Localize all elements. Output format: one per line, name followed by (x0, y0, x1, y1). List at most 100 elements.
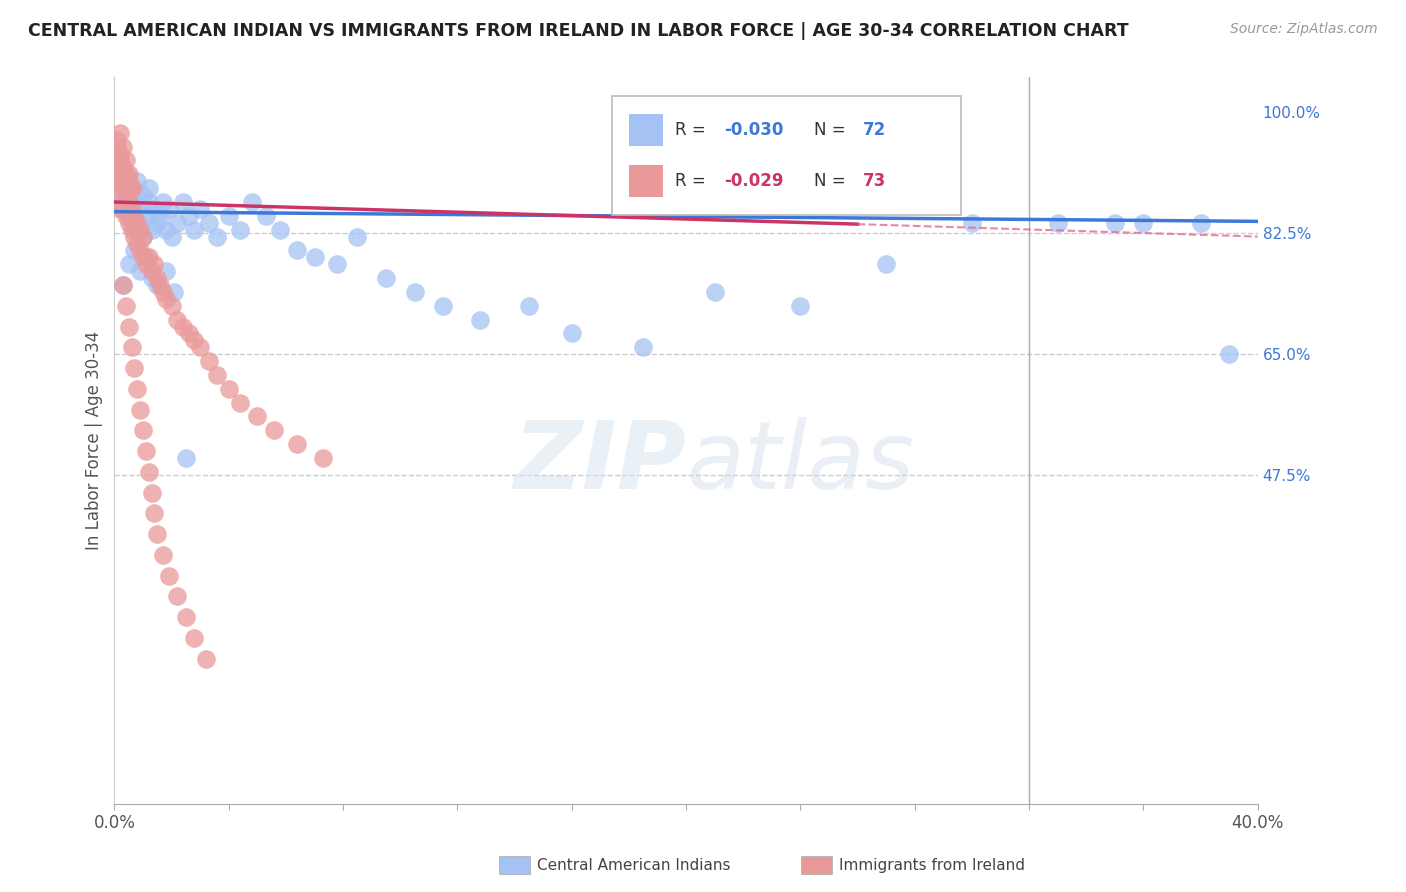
Point (115, 188, 138, 202)
Point (470, 312, 492, 326)
Text: -0.029: -0.029 (724, 172, 783, 190)
Point (115, 167, 138, 181)
Point (240, 194, 263, 209)
Point (285, 244, 308, 258)
Point (135, 251, 157, 265)
Point (375, 271, 398, 285)
Point (121, 181, 143, 195)
Point (132, 188, 155, 202)
Point (118, 167, 141, 181)
Point (127, 236, 149, 251)
Point (127, 216, 149, 230)
Point (138, 465, 160, 479)
Text: N =: N = (814, 121, 851, 139)
Point (115, 153, 138, 168)
Point (111, 161, 134, 175)
Point (124, 244, 146, 258)
Point (121, 222, 143, 236)
Point (121, 340, 143, 354)
Point (132, 423, 155, 437)
Point (312, 450, 335, 465)
Point (269, 222, 291, 236)
Point (172, 194, 194, 209)
Point (197, 216, 219, 230)
Point (129, 264, 152, 278)
Point (115, 299, 138, 313)
Point (121, 202, 143, 216)
Point (160, 229, 183, 244)
Point (207, 368, 229, 382)
Point (177, 326, 200, 341)
Point (121, 188, 143, 202)
Point (160, 299, 183, 313)
Point (143, 257, 166, 271)
Point (135, 209, 157, 223)
Point (197, 354, 219, 368)
Point (633, 340, 655, 354)
Text: Immigrants from Ireland: Immigrants from Ireland (839, 858, 1025, 872)
Point (149, 209, 172, 223)
Point (432, 299, 454, 313)
Point (155, 264, 177, 278)
Point (166, 216, 188, 230)
Point (108, 167, 131, 181)
Point (146, 216, 169, 230)
Point (105, 139, 128, 153)
Point (129, 402, 152, 417)
Point (789, 299, 811, 313)
Point (118, 174, 141, 188)
Text: -0.030: -0.030 (724, 121, 783, 139)
Point (285, 437, 308, 451)
Point (703, 285, 725, 299)
Point (135, 257, 157, 271)
Point (111, 278, 134, 293)
Point (118, 216, 141, 230)
Point (138, 251, 160, 265)
Point (111, 202, 134, 216)
Point (127, 174, 149, 188)
Point (183, 222, 205, 236)
FancyBboxPatch shape (612, 95, 960, 216)
Point (174, 450, 197, 465)
Point (875, 257, 897, 271)
Point (141, 264, 163, 278)
Point (141, 271, 163, 285)
Point (304, 251, 326, 265)
Point (149, 278, 172, 293)
Point (1189, 216, 1212, 230)
Text: Central American Indians: Central American Indians (537, 858, 731, 872)
Point (155, 292, 177, 306)
Point (1218, 347, 1240, 361)
Point (108, 153, 131, 168)
Point (124, 222, 146, 236)
Point (218, 209, 240, 223)
Point (135, 444, 157, 458)
Point (132, 229, 155, 244)
Y-axis label: In Labor Force | Age 30-34: In Labor Force | Age 30-34 (86, 331, 103, 550)
Point (118, 319, 141, 334)
Point (152, 285, 174, 299)
Text: N =: N = (814, 172, 851, 190)
Point (146, 271, 169, 285)
Point (111, 278, 134, 293)
Point (207, 229, 229, 244)
Point (174, 610, 197, 624)
Point (960, 216, 983, 230)
Text: R =: R = (675, 121, 710, 139)
Point (132, 251, 155, 265)
Point (108, 188, 131, 202)
Text: ZIP: ZIP (513, 417, 686, 508)
Point (105, 153, 128, 168)
Point (157, 568, 180, 582)
Point (1132, 216, 1154, 230)
Point (118, 194, 141, 209)
Point (118, 209, 141, 223)
Point (172, 319, 194, 334)
FancyBboxPatch shape (628, 114, 664, 146)
Text: 72: 72 (863, 121, 887, 139)
Point (246, 409, 269, 424)
Point (118, 257, 141, 271)
Point (254, 209, 277, 223)
Point (129, 244, 152, 258)
Point (111, 139, 134, 153)
